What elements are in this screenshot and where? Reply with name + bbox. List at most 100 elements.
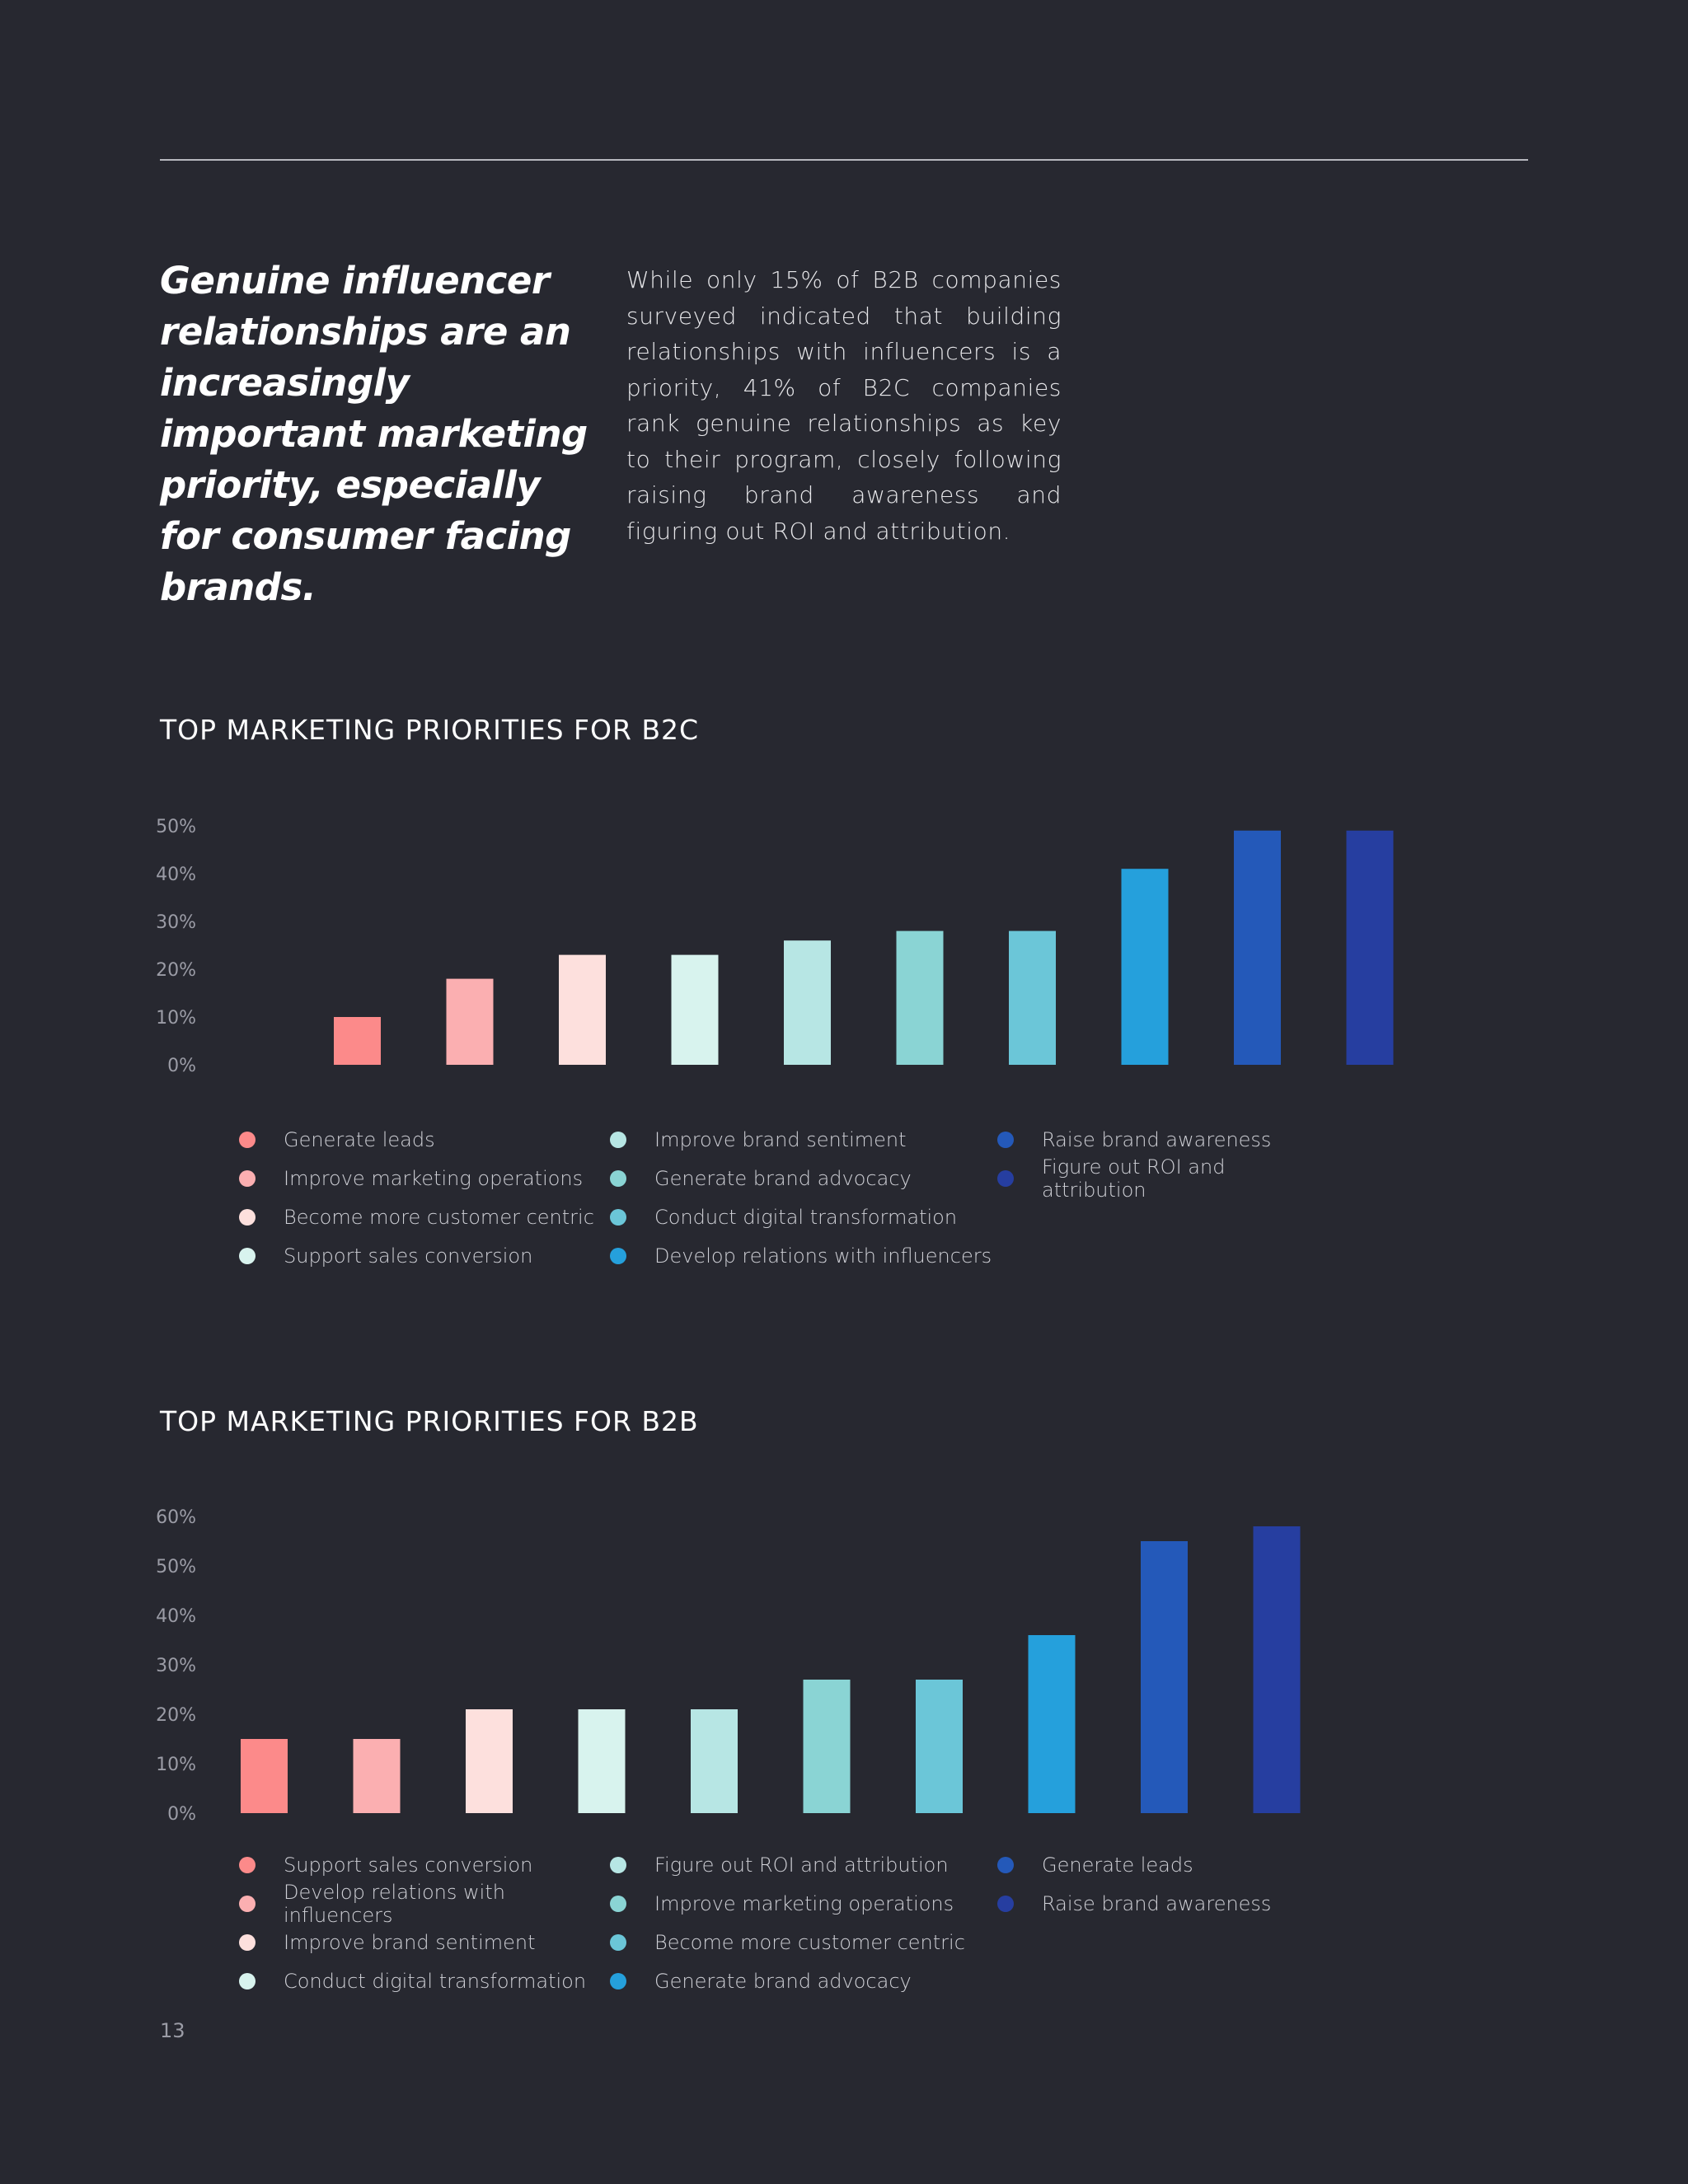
legend-swatch xyxy=(610,1169,626,1187)
legend-label: Become more customer centric xyxy=(284,1205,594,1229)
legend-item: Support sales conversion xyxy=(239,1236,610,1275)
y-tick-label: 10% xyxy=(156,1008,196,1029)
y-tick-label: 30% xyxy=(156,1656,196,1676)
legend-item: Raise brand awareness xyxy=(997,1884,1327,1923)
legend-label: Improve marketing operations xyxy=(654,1891,954,1915)
bar-improve-marketing-operations xyxy=(446,978,494,1065)
bar-support-sales-conversion xyxy=(671,954,719,1065)
bar-figure-out-roi-and-attribution xyxy=(691,1709,738,1813)
y-tick-label: 50% xyxy=(156,1557,196,1577)
bar-improve-marketing-operations xyxy=(803,1680,851,1813)
legend-item: Become more customer centric xyxy=(239,1197,610,1236)
legend-item: Become more customer centric xyxy=(610,1923,997,1961)
legend-swatch xyxy=(239,1972,256,1990)
legend-item: Improve brand sentiment xyxy=(610,1120,997,1159)
y-tick-label: 60% xyxy=(156,1507,196,1528)
legend-item: Develop relations with influencers xyxy=(239,1881,610,1927)
legend-label: Develop relations with influencers xyxy=(284,1880,505,1927)
legend-label: Generate brand advocacy xyxy=(654,1166,912,1190)
y-tick-label: 50% xyxy=(156,817,196,837)
b2c-chart-title: TOP MARKETING PRIORITIES FOR B2C xyxy=(160,714,700,746)
legend-swatch xyxy=(239,1169,256,1187)
legend-item: Generate brand advocacy xyxy=(610,1159,997,1197)
legend-item: Develop relations with influencers xyxy=(610,1236,997,1275)
legend-item: Generate leads xyxy=(239,1120,610,1159)
legend-swatch xyxy=(239,1247,256,1264)
bar-raise-brand-awareness xyxy=(1234,830,1281,1065)
legend-item: Improve marketing operations xyxy=(239,1159,610,1197)
legend-swatch xyxy=(997,1895,1014,1912)
legend-label: Raise brand awareness xyxy=(1042,1127,1272,1151)
page-number: 13 xyxy=(160,2019,185,2042)
legend-swatch xyxy=(997,1131,1014,1148)
legend-swatch xyxy=(610,1933,626,1951)
legend-label: Develop relations with influencers xyxy=(654,1244,992,1268)
bar-raise-brand-awareness xyxy=(1253,1526,1301,1813)
legend-item: Improve brand sentiment xyxy=(239,1923,610,1961)
b2c-bar-chart: 0% 10% 20% 30% 40% 50% xyxy=(156,817,1394,1076)
legend-item: Generate leads xyxy=(997,1845,1327,1884)
bar-improve-brand-sentiment xyxy=(784,940,831,1065)
legend-item: Figure out ROI and attribution xyxy=(997,1155,1327,1202)
y-tick-label: 40% xyxy=(156,865,196,885)
bar-conduct-digital-transformation xyxy=(1009,930,1056,1065)
legend-swatch xyxy=(610,1856,626,1873)
legend-item: Conduct digital transformation xyxy=(239,1961,610,2000)
legend-swatch xyxy=(239,1131,256,1148)
legend-label: Generate brand advocacy xyxy=(654,1969,912,1993)
y-tick-label: 10% xyxy=(156,1755,196,1775)
bar-figure-out-roi-and-attribution xyxy=(1346,830,1394,1065)
legend-swatch xyxy=(239,1895,256,1912)
bar-become-more-customer-centric xyxy=(559,954,606,1065)
y-tick-label: 30% xyxy=(156,912,196,933)
b2b-chart-title: TOP MARKETING PRIORITIES FOR B2B xyxy=(160,1405,699,1437)
pull-quote: Genuine influencer relationships are an … xyxy=(160,259,588,609)
bar-develop-relations-with-influencers xyxy=(1121,869,1169,1065)
legend-label: Conduct digital transformation xyxy=(654,1205,958,1229)
legend-label: Generate leads xyxy=(1042,1853,1193,1877)
legend-swatch xyxy=(997,1856,1014,1873)
y-tick-label: 0% xyxy=(167,1056,196,1076)
bar-generate-leads xyxy=(1141,1541,1188,1813)
legend-label: Improve brand sentiment xyxy=(654,1127,907,1151)
legend-label: Improve marketing operations xyxy=(284,1166,584,1190)
legend-item: Figure out ROI and attribution xyxy=(610,1845,997,1884)
legend-item: Conduct digital transformation xyxy=(610,1197,997,1236)
legend-label: Improve brand sentiment xyxy=(284,1930,536,1954)
bar-conduct-digital-transformation xyxy=(578,1709,626,1813)
legend-swatch xyxy=(239,1208,256,1226)
bar-improve-brand-sentiment xyxy=(466,1709,513,1813)
bar-develop-relations-with-influencers xyxy=(353,1739,401,1813)
legend-label: Raise brand awareness xyxy=(1042,1891,1272,1915)
legend-swatch xyxy=(610,1972,626,1990)
legend-swatch xyxy=(239,1856,256,1873)
b2b-legend: Support sales conversion Develop relation… xyxy=(239,1845,1327,2000)
legend-item: Raise brand awareness xyxy=(997,1120,1327,1159)
legend-label: Figure out ROI and attribution xyxy=(654,1853,949,1877)
legend-swatch xyxy=(997,1169,1014,1187)
legend-label: Conduct digital transformation xyxy=(284,1969,587,1993)
header-rule xyxy=(160,159,1528,161)
legend-swatch xyxy=(610,1247,626,1264)
legend-label: Generate leads xyxy=(284,1127,435,1151)
legend-swatch xyxy=(610,1208,626,1226)
legend-item: Generate brand advocacy xyxy=(610,1961,997,2000)
y-tick-label: 20% xyxy=(156,960,196,981)
bar-support-sales-conversion xyxy=(241,1739,288,1813)
legend-item: Support sales conversion xyxy=(239,1845,610,1884)
bar-become-more-customer-centric xyxy=(916,1680,963,1813)
legend-item: Improve marketing operations xyxy=(610,1884,997,1923)
body-paragraph: While only 15% of B2B companies surveyed… xyxy=(626,266,1062,545)
legend-swatch xyxy=(610,1895,626,1912)
y-tick-label: 20% xyxy=(156,1705,196,1726)
y-tick-label: 0% xyxy=(167,1804,196,1825)
legend-label: Figure out ROI and attribution xyxy=(1042,1155,1226,1202)
b2c-legend: Generate leads Improve marketing operatio… xyxy=(239,1120,1327,1275)
legend-label: Support sales conversion xyxy=(284,1853,533,1877)
bar-generate-brand-advocacy xyxy=(1028,1635,1076,1813)
legend-label: Support sales conversion xyxy=(284,1244,533,1268)
legend-swatch xyxy=(610,1131,626,1148)
y-tick-label: 40% xyxy=(156,1606,196,1627)
bar-generate-brand-advocacy xyxy=(896,930,944,1065)
legend-label: Become more customer centric xyxy=(654,1930,965,1954)
